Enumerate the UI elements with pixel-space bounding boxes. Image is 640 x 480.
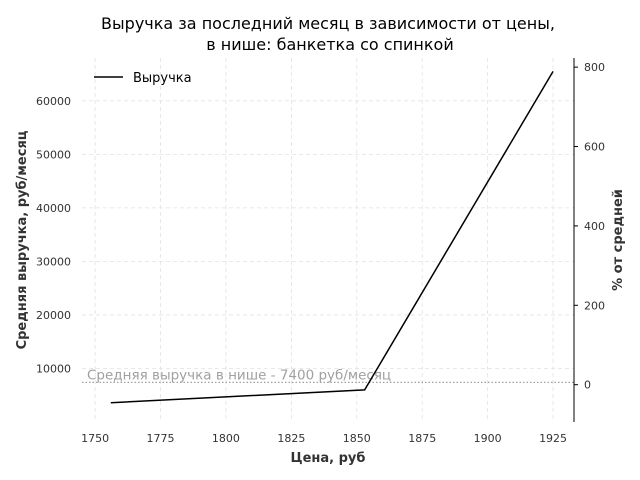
average-reference: Средняя выручка в нише - 7400 руб/месяц: [82, 367, 574, 383]
y-tick-label: 50000: [36, 148, 71, 161]
y2-tick-label: 0: [584, 379, 591, 392]
x-tick-label: 1800: [212, 432, 240, 445]
y2-tick-label: 400: [584, 220, 605, 233]
x-axis-ticks: 1750 1775 1800 1825 1850 1875 1900 1925: [81, 432, 567, 445]
y2-tick-label: 800: [584, 61, 605, 74]
average-label: Средняя выручка в нише - 7400 руб/месяц: [87, 367, 391, 383]
x-tick-label: 1825: [277, 432, 305, 445]
x-tick-label: 1775: [147, 432, 175, 445]
y-tick-label: 40000: [36, 202, 71, 215]
x-tick-label: 1925: [539, 432, 567, 445]
legend: Выручка: [94, 71, 192, 86]
y-axis-label: Средняя выручка, руб/месяц: [15, 130, 30, 349]
y2-axis-label: % от средней: [611, 189, 626, 291]
chart-title-line-2: в нише: банкетка со спинкой: [206, 35, 454, 54]
grid-lines: [82, 58, 574, 422]
y-tick-label: 10000: [36, 362, 71, 375]
legend-entry: Выручка: [133, 71, 192, 86]
x-tick-label: 1750: [81, 432, 109, 445]
y-tick-label: 30000: [36, 255, 71, 268]
x-axis-label: Цена, руб: [291, 451, 366, 466]
y-tick-label: 60000: [36, 95, 71, 108]
x-tick-label: 1850: [343, 432, 371, 445]
y2-tick-label: 600: [584, 141, 605, 154]
revenue-line: [110, 71, 554, 404]
secondary-y-axis: 0 200 400 600 800: [573, 58, 605, 422]
x-tick-label: 1900: [474, 432, 502, 445]
y-axis-ticks: 10000 20000 30000 40000 50000 60000: [36, 95, 71, 376]
y2-tick-label: 200: [584, 299, 605, 312]
x-tick-label: 1875: [408, 432, 436, 445]
chart-title-line-1: Выручка за последний месяц в зависимости…: [101, 14, 555, 33]
series-layer: [110, 71, 554, 404]
y-tick-label: 20000: [36, 309, 71, 322]
